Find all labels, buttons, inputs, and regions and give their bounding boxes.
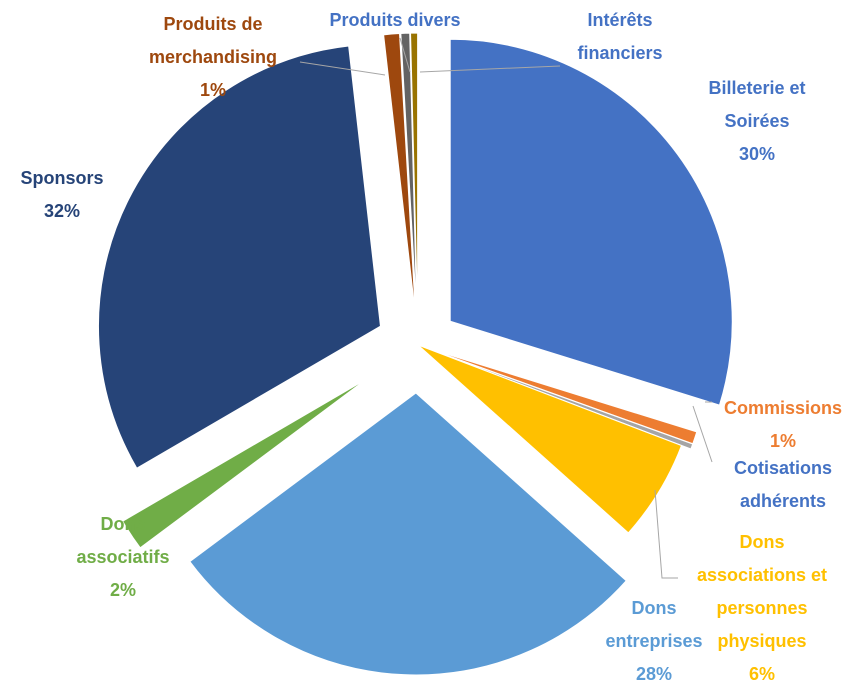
category-name: Cotisations adhérents — [733, 458, 832, 511]
slice-label: Dons associatifs 2% — [68, 508, 178, 607]
pie-slice — [400, 32, 418, 316]
pie-slice — [189, 392, 627, 676]
leader-line — [299, 61, 386, 76]
slice-label: Produits de merchandising 1% — [128, 8, 298, 107]
value-label: 2% — [109, 580, 136, 600]
leader-line — [419, 65, 561, 73]
pie-slice — [383, 33, 416, 316]
category-name: Intérêts financiers — [577, 10, 663, 63]
slice-label: Billeterie et Soirées 30% — [687, 72, 827, 171]
value-label: 6% — [748, 664, 775, 684]
category-name: Sponsors — [20, 168, 104, 188]
slice-label: Sponsors 32% — [7, 162, 117, 228]
category-name: Commissions — [723, 398, 843, 418]
leader-line — [399, 37, 411, 73]
category-name: Dons entreprises — [605, 598, 703, 651]
leader-line — [692, 405, 713, 463]
slice-label: Produits divers — [295, 4, 495, 37]
category-name: Dons associatifs — [76, 514, 170, 567]
slice-label: Dons associations et personnes physiques… — [687, 526, 837, 691]
category-name: Produits divers — [329, 10, 461, 30]
value-label: 28% — [635, 664, 673, 684]
pie-slice — [449, 38, 733, 406]
leader-line — [654, 489, 678, 579]
pie-slice — [121, 378, 367, 549]
slice-label: Cotisations adhérents — [708, 452, 857, 518]
category-name: Dons associations et personnes physiques — [696, 532, 828, 651]
value-label: 1% — [199, 80, 226, 100]
category-name: Produits de merchandising — [148, 14, 278, 67]
slice-label: Commissions 1% — [708, 392, 857, 458]
slice-label: Dons entreprises 28% — [599, 592, 709, 691]
category-name: Billeterie et Soirées — [708, 78, 806, 131]
pie-slice — [97, 45, 381, 469]
slice-label: Intérêts financiers — [560, 4, 680, 70]
pie-slice — [417, 344, 683, 534]
value-label: 32% — [43, 201, 81, 221]
pie-slice — [410, 32, 419, 316]
value-label: 1% — [769, 431, 796, 451]
value-label: 30% — [738, 144, 776, 164]
